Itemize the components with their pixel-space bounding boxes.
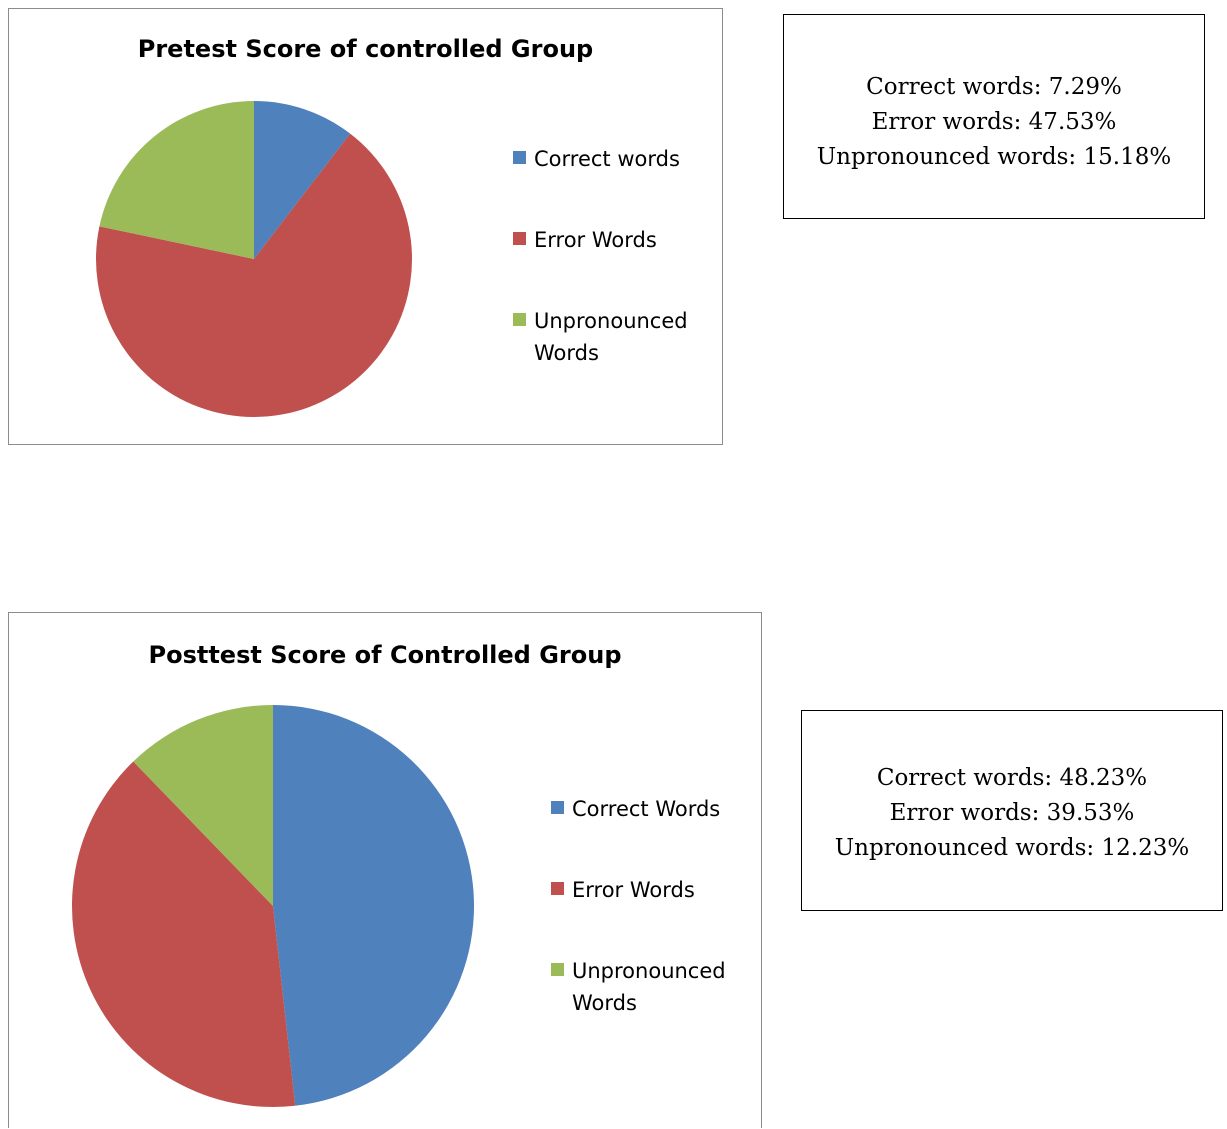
posttest-chart: Posttest Score of Controlled Group Corre… [8, 612, 762, 1128]
legend-label: Error Words [572, 878, 695, 902]
pie-slice-unpronounced [99, 101, 254, 259]
pie-slice-correct [254, 101, 351, 259]
legend-label: Unpronounced Words [534, 309, 688, 365]
legend-label: Correct Words [572, 797, 721, 821]
pretest-chart: Pretest Score of controlled Group Correc… [8, 8, 723, 445]
legend-swatch [513, 151, 526, 164]
pie-slice-error [95, 133, 413, 417]
pie-slice-unpronounced [133, 705, 273, 906]
summary-line-correct: Correct words: 48.23% [876, 765, 1148, 791]
chart-title: Posttest Score of Controlled Group [148, 641, 622, 669]
summary-line-unpronounced: Unpronounced words: 12.23% [834, 835, 1190, 861]
pie-slice-correct [273, 705, 474, 1106]
legend-label: Correct words [534, 147, 680, 171]
legend-swatch [551, 963, 564, 976]
legend-swatch [513, 313, 526, 326]
legend-label: Error Words [534, 228, 657, 252]
summary-line-error: Error words: 39.53% [889, 800, 1135, 826]
legend-swatch [551, 882, 564, 895]
pretest-summary-box: Correct words: 7.29% Error words: 47.53%… [783, 14, 1205, 219]
posttest-summary-box: Correct words: 48.23% Error words: 39.53… [801, 710, 1223, 911]
pretest-pie [95, 101, 413, 417]
chart-title: Pretest Score of controlled Group [137, 35, 594, 63]
summary-line-unpronounced: Unpronounced words: 15.18% [816, 144, 1172, 170]
legend-swatch [513, 232, 526, 245]
pie-slice-error [72, 761, 296, 1107]
legend-label: Unpronounced Words [572, 959, 726, 1015]
legend-swatch [551, 801, 564, 814]
posttest-pie [72, 705, 474, 1107]
summary-line-error: Error words: 47.53% [871, 109, 1117, 135]
summary-line-correct: Correct words: 7.29% [866, 74, 1122, 100]
